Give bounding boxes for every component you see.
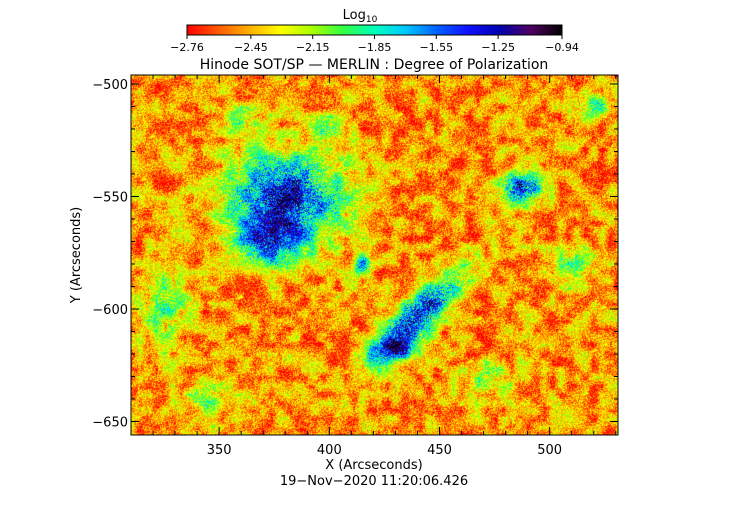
colorbar-tick-label: −1.25	[481, 41, 515, 54]
colorbar-gradient	[186, 24, 563, 36]
colorbar-label: Log10	[343, 8, 378, 25]
y-tick-label: −550	[92, 191, 128, 206]
y-axis-label: Y (Arcseconds)	[69, 207, 84, 304]
x-tick-label: 500	[537, 443, 562, 458]
y-axis: −500 −550 −600 −650	[92, 78, 618, 431]
plot-area: 350 400 450 500 −500 −550 −600 −650	[92, 74, 619, 458]
x-axis-label: X (Arcseconds)	[325, 458, 422, 473]
y-tick-label: −600	[92, 303, 128, 318]
x-axis: 350 400 450 500	[130, 75, 617, 458]
x-tick-label: 400	[317, 443, 342, 458]
colorbar-tick-label: −2.45	[234, 41, 268, 54]
x-tick-label: 350	[207, 443, 232, 458]
colorbar-label-subscript: 10	[366, 15, 378, 25]
colorbar-tick-label: −2.76	[170, 41, 204, 54]
y-tick-label: −650	[92, 416, 128, 431]
chart-title: Hinode SOT/SP — MERLIN : Degree of Polar…	[200, 57, 549, 73]
colorbar-tick-label: −2.15	[296, 41, 330, 54]
colorbar: Log10 −2.76 −2.45 −2.15 −1.85 −1.55 −1.25 −0.9…	[170, 8, 579, 54]
y-tick-label: −500	[92, 78, 128, 93]
plot-frame	[130, 74, 619, 436]
colorbar-tick-label: −0.94	[545, 41, 579, 54]
timestamp: 19−Nov−2020 11:20:06.426	[280, 474, 468, 489]
x-tick-label: 450	[427, 443, 452, 458]
colorbar-tick-label: −1.55	[419, 41, 453, 54]
heatmap-image	[131, 75, 618, 435]
colorbar-ticks: −2.76 −2.45 −2.15 −1.85 −1.55 −1.25 −0.94	[170, 35, 579, 54]
colorbar-tick-label: −1.85	[358, 41, 392, 54]
